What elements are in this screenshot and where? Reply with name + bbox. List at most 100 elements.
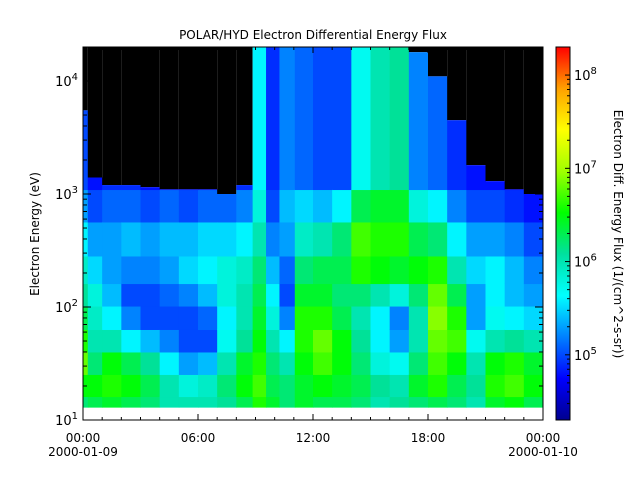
flux-cell [236, 185, 254, 191]
flux-cell [389, 396, 410, 408]
flux-cell [504, 306, 525, 330]
no-data-region [178, 47, 198, 190]
flux-cell [466, 396, 486, 408]
flux-cell [428, 374, 448, 398]
flux-cell [102, 351, 122, 375]
flux-cell [428, 306, 448, 330]
x-tick-label: 06:00 [181, 431, 216, 445]
flux-cell [428, 221, 448, 257]
flux-cell [178, 189, 199, 223]
flux-cell [370, 374, 391, 398]
flux-cell [159, 329, 180, 353]
no-data-region [217, 47, 237, 195]
flux-cell [159, 374, 180, 398]
flux-cell [236, 221, 254, 257]
x-tick-label: 18:00 [411, 431, 446, 445]
flux-cell [87, 351, 103, 375]
flux-cell [370, 396, 391, 408]
flux-cell [294, 306, 314, 330]
flux-cell [370, 283, 391, 307]
flux-cell [447, 374, 467, 398]
x-date-label: 2000-01-09 [48, 445, 118, 459]
flux-cell [485, 221, 506, 257]
flux-cell [504, 283, 525, 307]
no-data-region [102, 47, 122, 186]
flux-cell [87, 396, 103, 408]
flux-cell [294, 47, 314, 191]
flux-cell [408, 283, 429, 307]
colorbar-tick-label: 107 [574, 159, 597, 177]
flux-cell [428, 329, 448, 353]
flux-cell [159, 306, 180, 330]
no-data-region [485, 47, 505, 182]
flux-cell [466, 255, 486, 285]
flux-cell [279, 374, 296, 398]
flux-cell [313, 283, 333, 307]
flux-cell [279, 396, 296, 408]
flux-cell [504, 329, 525, 353]
y-tick-label: 102 [55, 298, 78, 316]
flux-cell [87, 329, 103, 353]
flux-cell [236, 351, 254, 375]
flux-cell [217, 283, 237, 307]
flux-cell [332, 255, 352, 285]
flux-cell [102, 283, 122, 307]
flux-cell [87, 189, 103, 223]
flux-cell [351, 329, 371, 353]
flux-cell [140, 187, 161, 191]
flux-cell [159, 283, 180, 307]
flux-cell [83, 396, 89, 408]
flux-cell [504, 255, 525, 285]
flux-cell [198, 351, 218, 375]
flux-cell [332, 329, 352, 353]
flux-cell [428, 396, 448, 408]
flux-cell [294, 329, 314, 353]
flux-cell [485, 396, 506, 408]
flux-cell [87, 374, 103, 398]
flux-cell [294, 283, 314, 307]
colorbar-label: Electron Diff. Energy Flux (1/(cm^2-s-sr… [611, 110, 625, 359]
flux-cell [447, 189, 467, 223]
flux-cell [83, 283, 89, 307]
no-data-region [466, 47, 486, 166]
flux-cell [313, 221, 333, 257]
flux-cell [279, 306, 296, 330]
flux-cell [389, 221, 410, 257]
flux-cell [178, 189, 199, 191]
flux-cell [198, 221, 218, 257]
flux-cell [87, 255, 103, 285]
no-data-region [83, 47, 88, 111]
flux-cell [252, 374, 267, 398]
flux-cell [140, 283, 161, 307]
flux-cell [159, 189, 180, 191]
no-data-region [504, 47, 524, 190]
flux-cell [447, 351, 467, 375]
flux-cell [428, 255, 448, 285]
flux-cell [466, 221, 486, 257]
flux-cell [198, 396, 218, 408]
flux-cell [408, 396, 429, 408]
flux-cell [332, 283, 352, 307]
flux-cell [217, 221, 237, 257]
flux-cell [266, 255, 280, 285]
flux-cell [466, 283, 486, 307]
flux-cell [523, 283, 544, 307]
flux-cell [121, 351, 141, 375]
flux-cell [266, 221, 280, 257]
y-axis: 101 102 103 104 [55, 46, 543, 429]
flux-cell [504, 189, 525, 191]
flux-cell [121, 306, 141, 330]
flux-cell [159, 255, 180, 285]
flux-cell [447, 306, 467, 330]
flux-cell [102, 306, 122, 330]
flux-cell [252, 255, 267, 285]
flux-cell [447, 255, 467, 285]
no-data-region [428, 47, 448, 77]
flux-cell [294, 255, 314, 285]
flux-cell [389, 255, 410, 285]
flux-cell [140, 189, 161, 223]
flux-cell [485, 329, 506, 353]
flux-cell [523, 306, 544, 330]
y-axis-label: Electron Energy (eV) [28, 172, 42, 296]
flux-cell [178, 329, 199, 353]
